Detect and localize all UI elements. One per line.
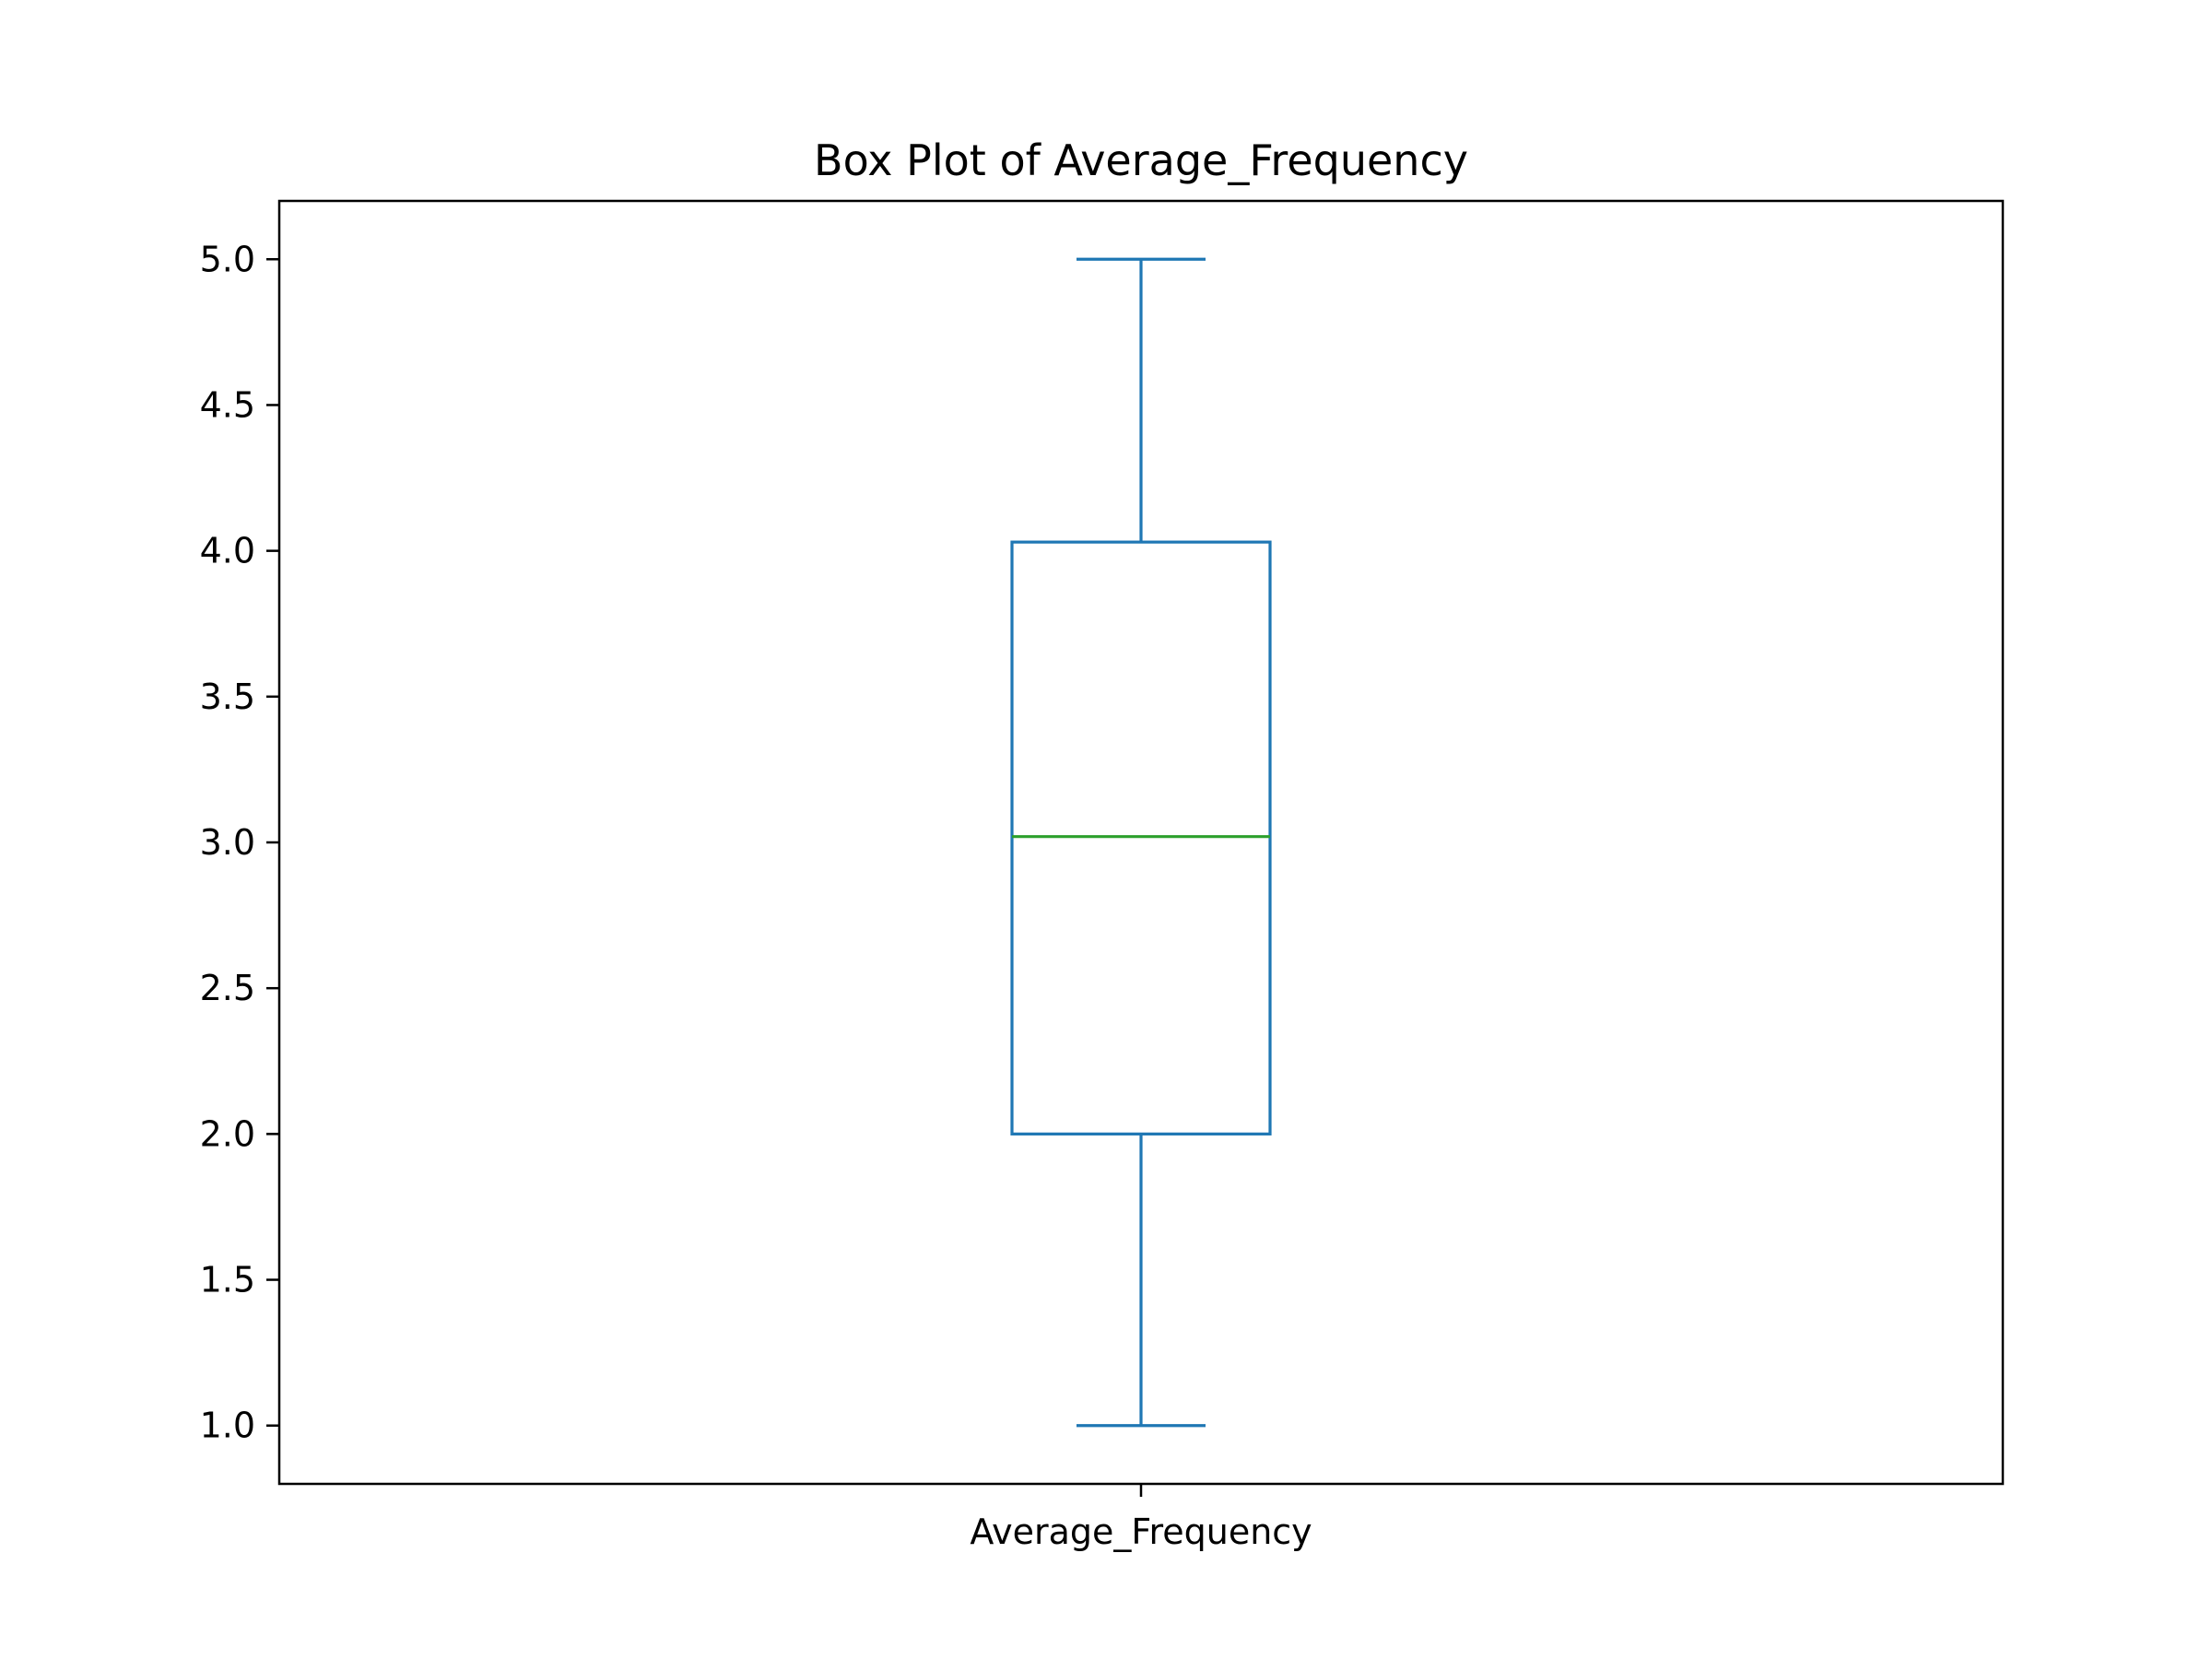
y-tick-label: 1.0 [200,1406,255,1446]
box-layer [1010,257,1272,1428]
y-tick-label: 3.0 [200,822,255,863]
y-tick-label: 1.5 [200,1260,255,1300]
axes-layer: 1.0 1.5 2.0 2.5 3.0 3.5 4.0 4.5 5.0 Average_Frequ… [200,199,2005,1552]
y-tick-label: 5.0 [200,239,255,279]
y-tick-label: 4.5 [200,384,255,425]
chart-title: Box Plot of Average_Frequency [814,135,1468,185]
x-tick-label: Average_Frequency [970,1512,1312,1552]
y-tick-label: 2.5 [200,968,255,1008]
y-tick-label: 4.0 [200,531,255,571]
y-tick-label: 3.5 [200,677,255,717]
y-tick-label: 2.0 [200,1113,255,1154]
